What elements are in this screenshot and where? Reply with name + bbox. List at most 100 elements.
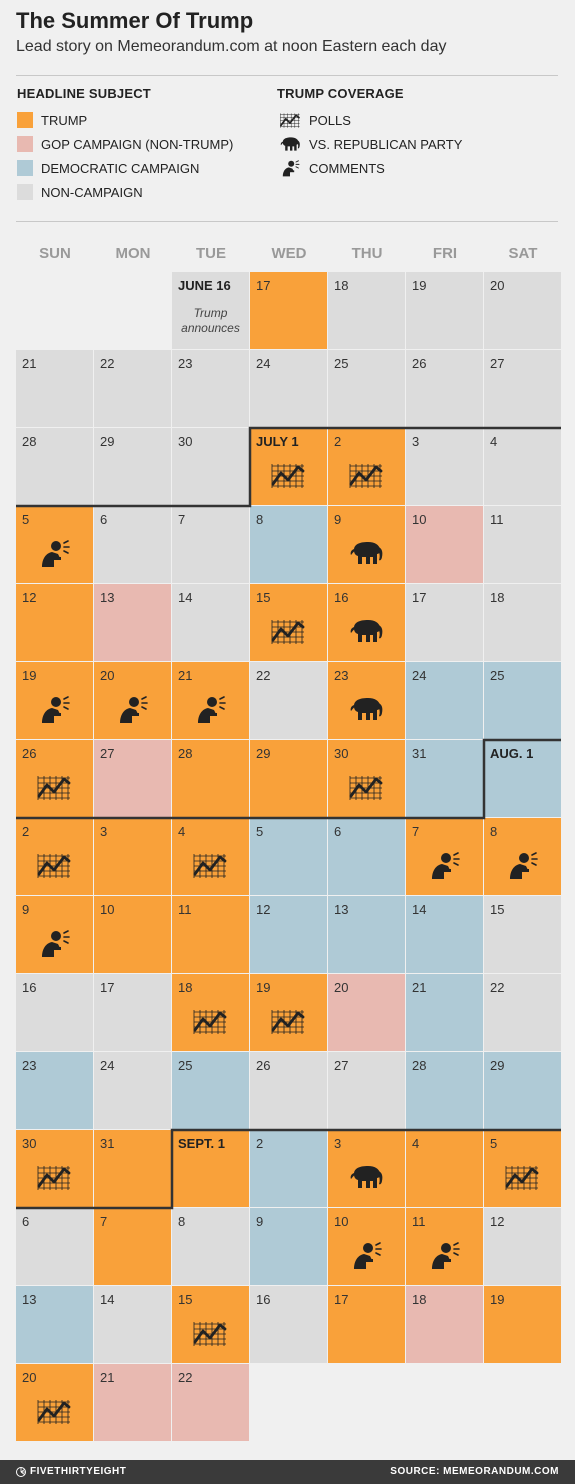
day-cell: 29: [250, 740, 327, 817]
day-label: 13: [100, 590, 115, 605]
legend-item-gop: GOP CAMPAIGN (NON-TRUMP): [17, 134, 233, 154]
day-label: 11: [490, 512, 504, 527]
day-cell: 24: [94, 1052, 171, 1129]
day-label: 16: [334, 590, 349, 605]
day-label: 5: [22, 512, 30, 527]
day-label: 19: [490, 1292, 505, 1307]
day-cell: 4: [172, 818, 249, 895]
day-label: 15: [490, 902, 505, 917]
day-cell: 7: [94, 1208, 171, 1285]
weekday-sat: SAT: [508, 245, 538, 262]
day-cell: JULY 1: [250, 428, 327, 505]
day-cell: 20: [16, 1364, 93, 1441]
day-label: 8: [178, 1214, 186, 1229]
day-label: 4: [490, 434, 498, 449]
day-label: 2: [334, 434, 342, 449]
day-cell: 8: [484, 818, 561, 895]
day-label: 27: [334, 1058, 349, 1073]
day-label: 6: [334, 824, 342, 839]
day-label: 29: [256, 746, 271, 761]
day-label: 9: [334, 512, 342, 527]
day-label: 22: [490, 980, 505, 995]
day-cell: 11: [172, 896, 249, 973]
legend-divider: [16, 221, 558, 222]
comments-icon: [42, 696, 70, 723]
polls-icon: [271, 464, 305, 488]
day-label: 2: [22, 824, 30, 839]
day-cell: 29: [94, 428, 171, 505]
comments-icon: [120, 696, 148, 723]
day-cell: 8: [172, 1208, 249, 1285]
footer-brand: FIVETHIRTYEIGHT: [30, 1466, 127, 1477]
day-label: 25: [334, 356, 349, 371]
legend-item-non: NON-CAMPAIGN: [17, 182, 143, 202]
day-label: 29: [490, 1058, 505, 1073]
day-cell: 17: [94, 974, 171, 1051]
day-label: 18: [412, 1292, 427, 1307]
day-cell: 11: [406, 1208, 483, 1285]
day-cell: 18: [484, 584, 561, 661]
day-label: 9: [256, 1214, 264, 1229]
weekday-fri: FRI: [432, 245, 458, 262]
day-cell: 28: [406, 1052, 483, 1129]
day-cell: 16: [16, 974, 93, 1051]
day-label: 3: [412, 434, 420, 449]
weekday-sun: SUN: [39, 245, 71, 262]
day-label: 8: [256, 512, 264, 527]
day-label: 14: [178, 590, 193, 605]
day-cell: 27: [484, 350, 561, 427]
day-label: 20: [100, 668, 115, 683]
footer: FIVETHIRTYEIGHT SOURCE: MEMEORANDUM.COM: [0, 1460, 575, 1484]
legend-item-comments: COMMENTS: [279, 158, 385, 178]
day-cell: 14: [406, 896, 483, 973]
day-label: 2: [256, 1136, 264, 1151]
day-label: 28: [22, 434, 37, 449]
polls-icon: [193, 1322, 227, 1346]
day-cell: 18: [406, 1286, 483, 1363]
elephant-icon: [280, 137, 300, 151]
day-cell: 21: [94, 1364, 171, 1441]
day-cell: 6: [328, 818, 405, 895]
day-label: 17: [256, 278, 271, 293]
day-cell: 23: [328, 662, 405, 739]
day-cell: 17: [250, 272, 327, 349]
day-label: 23: [178, 356, 193, 371]
day-label: 15: [178, 1292, 193, 1307]
day-cell: 19: [250, 974, 327, 1051]
day-cell: 12: [484, 1208, 561, 1285]
legend-swatch-non: [17, 184, 33, 200]
day-cell: 19: [406, 272, 483, 349]
day-cell: 25: [328, 350, 405, 427]
day-label: 26: [412, 356, 427, 371]
day-cell: 9: [250, 1208, 327, 1285]
polls-icon: [271, 620, 305, 644]
day-label: 20: [334, 980, 349, 995]
day-cell: 24: [406, 662, 483, 739]
day-label: 19: [22, 668, 37, 683]
day-cell: 16: [250, 1286, 327, 1363]
day-label: 15: [256, 590, 271, 605]
day-label: 17: [334, 1292, 349, 1307]
day-cell: 14: [94, 1286, 171, 1363]
fivethirtyeight-logo-icon: [16, 1467, 26, 1477]
day-label: 22: [100, 356, 115, 371]
day-label: 14: [412, 902, 427, 917]
day-label: 10: [412, 512, 427, 527]
comments-icon: [198, 696, 226, 723]
comments-icon: [432, 852, 460, 879]
day-cell: 18: [328, 272, 405, 349]
day-cell: 20: [94, 662, 171, 739]
elephant-icon: [350, 1166, 383, 1188]
day-cell: 16: [328, 584, 405, 661]
day-cell: 31: [406, 740, 483, 817]
day-label: 30: [178, 434, 193, 449]
day-label: 4: [412, 1136, 420, 1151]
weekday-mon: MON: [115, 245, 151, 262]
day-cell: 22: [250, 662, 327, 739]
day-label: 3: [334, 1136, 342, 1151]
day-cell: 17: [406, 584, 483, 661]
day-cell: 15: [172, 1286, 249, 1363]
legend-label-comments: COMMENTS: [309, 160, 385, 176]
legend-coverage-title: TRUMP COVERAGE: [277, 86, 404, 101]
day-label: 23: [334, 668, 349, 683]
